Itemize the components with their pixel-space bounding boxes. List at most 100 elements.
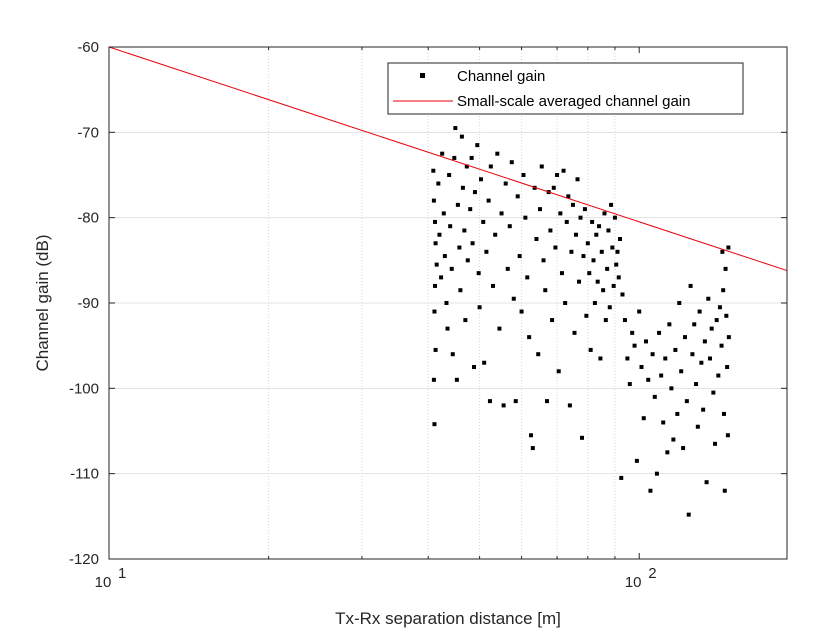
data-point (476, 271, 481, 276)
data-point (464, 164, 469, 169)
data-point (595, 279, 600, 284)
data-point (611, 283, 616, 288)
y-axis-label: Channel gain (dB) (33, 234, 52, 371)
data-point (463, 318, 468, 323)
data-point (632, 343, 637, 348)
x-axis-label: Tx-Rx separation distance [m] (335, 609, 561, 628)
legend-label-channel-gain: Channel gain (457, 68, 545, 85)
data-point (555, 173, 560, 177)
data-point (607, 305, 612, 310)
data-point (460, 185, 465, 190)
data-point (648, 488, 653, 493)
data-point (488, 164, 493, 169)
data-point (627, 382, 632, 387)
data-point (432, 422, 437, 427)
data-point (482, 360, 487, 365)
data-point (711, 390, 716, 395)
data-point (723, 266, 728, 271)
data-point (719, 343, 724, 348)
data-point (548, 228, 553, 233)
data-point (609, 202, 614, 207)
data-point (704, 480, 709, 485)
data-point (503, 181, 508, 186)
data-point (708, 356, 713, 361)
data-point (484, 249, 489, 254)
data-point (450, 352, 455, 357)
data-point (431, 377, 436, 382)
data-point (441, 211, 446, 216)
data-point (701, 407, 706, 412)
data-point (706, 296, 711, 301)
data-point (597, 224, 602, 229)
data-point (590, 219, 595, 224)
x-tick-label-exponent: 2 (648, 565, 656, 582)
data-point (612, 215, 617, 220)
data-point (644, 339, 649, 344)
data-point (688, 283, 693, 288)
data-point (654, 471, 659, 476)
data-point (481, 219, 486, 224)
data-point (452, 155, 457, 160)
data-point (582, 207, 587, 212)
data-point (721, 288, 726, 293)
data-point (646, 377, 651, 382)
data-point (501, 403, 506, 408)
y-tick-label: -110 (70, 466, 99, 483)
data-point (534, 237, 539, 241)
data-point (436, 181, 441, 186)
data-point (634, 458, 639, 463)
data-point (726, 245, 731, 250)
data-point (614, 262, 619, 267)
data-point (610, 245, 615, 250)
data-point (538, 207, 543, 212)
data-point (437, 232, 442, 237)
data-point (486, 198, 491, 203)
data-point (553, 245, 558, 250)
data-point (579, 435, 584, 440)
data-point (431, 198, 436, 203)
legend-box (387, 62, 744, 115)
data-point (505, 266, 510, 271)
data-point (592, 301, 597, 305)
data-point (602, 211, 607, 216)
data-point (528, 433, 533, 438)
data-point (625, 356, 630, 361)
data-point (661, 420, 666, 425)
data-point (720, 249, 725, 254)
data-point (682, 335, 687, 340)
data-point (587, 271, 592, 276)
data-point (585, 241, 590, 246)
data-point (523, 215, 528, 220)
data-point (457, 245, 462, 250)
data-point (447, 173, 452, 177)
data-point (679, 369, 684, 374)
data-point (713, 441, 718, 446)
data-point (606, 228, 611, 233)
data-point (541, 258, 546, 263)
data-point (556, 369, 561, 374)
data-point (431, 168, 436, 173)
y-tick-label: -70 (77, 124, 99, 141)
data-point (495, 151, 500, 156)
data-point (544, 399, 549, 404)
ticks: -60 -70 -80 -90 -100 -110 -120 10 1 10 2 (69, 39, 787, 591)
data-point (499, 211, 504, 216)
data-point (578, 215, 583, 220)
data-point (444, 301, 449, 305)
data-point (453, 126, 458, 131)
data-point (469, 155, 474, 160)
data-point (550, 318, 555, 323)
data-point (475, 143, 480, 148)
data-point (536, 352, 541, 357)
data-point (455, 202, 460, 207)
data-point (458, 288, 463, 293)
data-point (616, 275, 621, 280)
data-point (694, 382, 699, 387)
data-point (519, 309, 524, 314)
data-point (515, 194, 520, 199)
data-point (641, 416, 646, 421)
data-point (594, 232, 599, 237)
data-point (491, 283, 496, 288)
data-point (671, 437, 676, 442)
data-point (493, 232, 498, 237)
